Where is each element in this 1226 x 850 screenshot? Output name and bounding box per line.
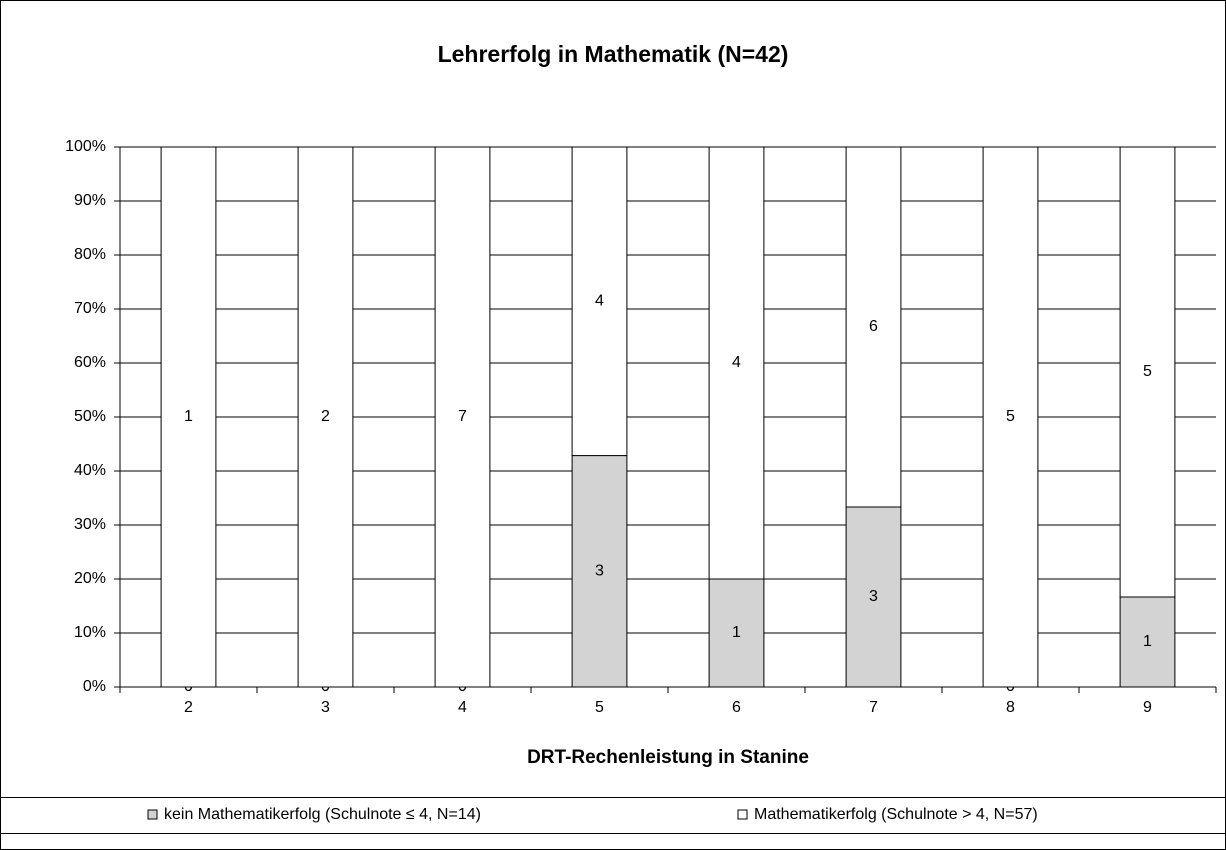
bar-segment (297, 146, 354, 688)
data-label: 3 (869, 588, 878, 605)
y-tick-label: 60% (74, 354, 106, 371)
legend-label: kein Mathematikerfolg (Schulnote ≤ 4, N=… (164, 806, 481, 823)
y-tick-label: 20% (74, 570, 106, 587)
chart-title: Lehrerfolg in Mathematik (N=42) (438, 41, 789, 67)
y-tick-label: 70% (74, 300, 106, 317)
bar-segment (708, 578, 765, 688)
data-label: 5 (1143, 363, 1152, 380)
x-tick-label: 8 (1006, 699, 1015, 716)
data-label: 2 (321, 408, 330, 425)
data-label: 7 (458, 408, 467, 425)
y-tick-label: 10% (74, 624, 106, 641)
data-label: 6 (869, 318, 878, 335)
x-tick-label: 4 (458, 699, 467, 716)
data-label: 1 (1143, 633, 1152, 650)
bar-segment (160, 146, 217, 688)
y-tick-label: 100% (65, 138, 106, 155)
y-tick-label: 50% (74, 408, 106, 425)
x-tick-label: 5 (595, 699, 604, 716)
bar-segment (1119, 146, 1176, 598)
bar-segment (845, 506, 902, 688)
x-tick-label: 3 (321, 699, 330, 716)
bar-segment (1119, 596, 1176, 688)
bar-segment (708, 146, 765, 580)
data-label: 5 (1006, 408, 1015, 425)
legend-marker (737, 809, 748, 820)
y-tick-label: 40% (74, 462, 106, 479)
data-label: 4 (595, 293, 604, 310)
data-label: 3 (595, 563, 604, 580)
y-tick-label: 30% (74, 516, 106, 533)
y-tick-label: 80% (74, 246, 106, 263)
bar-segment (845, 146, 902, 508)
bar-segment (982, 146, 1039, 688)
bar-segment (434, 146, 491, 688)
data-label: 4 (732, 354, 741, 371)
legend-marker (147, 809, 158, 820)
x-tick-label: 2 (184, 699, 193, 716)
x-axis-title: DRT-Rechenleistung in Stanine (527, 747, 809, 768)
x-tick-label: 6 (732, 699, 741, 716)
bar-segment (571, 146, 628, 457)
y-tick-label: 90% (74, 192, 106, 209)
x-tick-label: 7 (869, 699, 878, 716)
y-tick-label: 0% (83, 678, 106, 695)
data-label: 1 (732, 624, 741, 641)
data-label: 1 (184, 408, 193, 425)
legend-label: Mathematikerfolg (Schulnote > 4, N=57) (754, 806, 1038, 823)
x-tick-label: 9 (1143, 699, 1152, 716)
